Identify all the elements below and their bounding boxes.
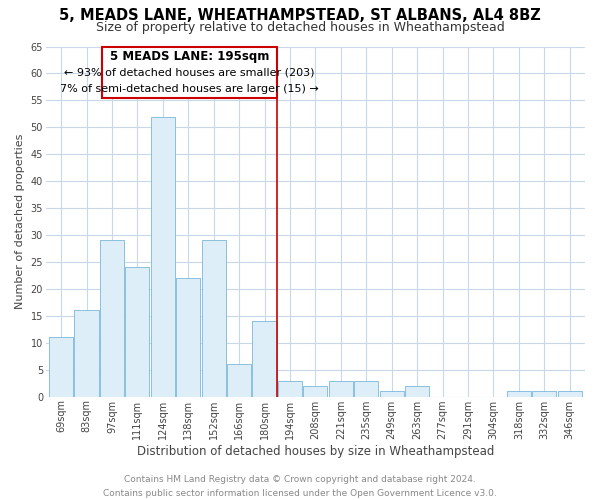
Bar <box>278 380 302 396</box>
Text: 5, MEADS LANE, WHEATHAMPSTEAD, ST ALBANS, AL4 8BZ: 5, MEADS LANE, WHEATHAMPSTEAD, ST ALBANS… <box>59 8 541 22</box>
Bar <box>176 278 200 396</box>
FancyBboxPatch shape <box>102 46 277 98</box>
Bar <box>304 386 328 396</box>
Bar <box>557 392 582 396</box>
Bar <box>405 386 429 396</box>
Bar <box>74 310 98 396</box>
Text: 7% of semi-detached houses are larger (15) →: 7% of semi-detached houses are larger (1… <box>60 84 319 94</box>
Y-axis label: Number of detached properties: Number of detached properties <box>15 134 25 310</box>
Bar <box>202 240 226 396</box>
Bar <box>49 338 73 396</box>
Bar <box>227 364 251 396</box>
Bar <box>354 380 379 396</box>
Text: Contains HM Land Registry data © Crown copyright and database right 2024.
Contai: Contains HM Land Registry data © Crown c… <box>103 476 497 498</box>
Text: Size of property relative to detached houses in Wheathampstead: Size of property relative to detached ho… <box>95 22 505 35</box>
Bar <box>329 380 353 396</box>
X-axis label: Distribution of detached houses by size in Wheathampstead: Distribution of detached houses by size … <box>137 444 494 458</box>
Text: ← 93% of detached houses are smaller (203): ← 93% of detached houses are smaller (20… <box>64 68 315 78</box>
Bar <box>532 392 556 396</box>
Bar <box>125 268 149 396</box>
Text: 5 MEADS LANE: 195sqm: 5 MEADS LANE: 195sqm <box>110 50 269 62</box>
Bar <box>100 240 124 396</box>
Bar <box>507 392 531 396</box>
Bar <box>151 116 175 396</box>
Bar <box>380 392 404 396</box>
Bar <box>253 321 277 396</box>
